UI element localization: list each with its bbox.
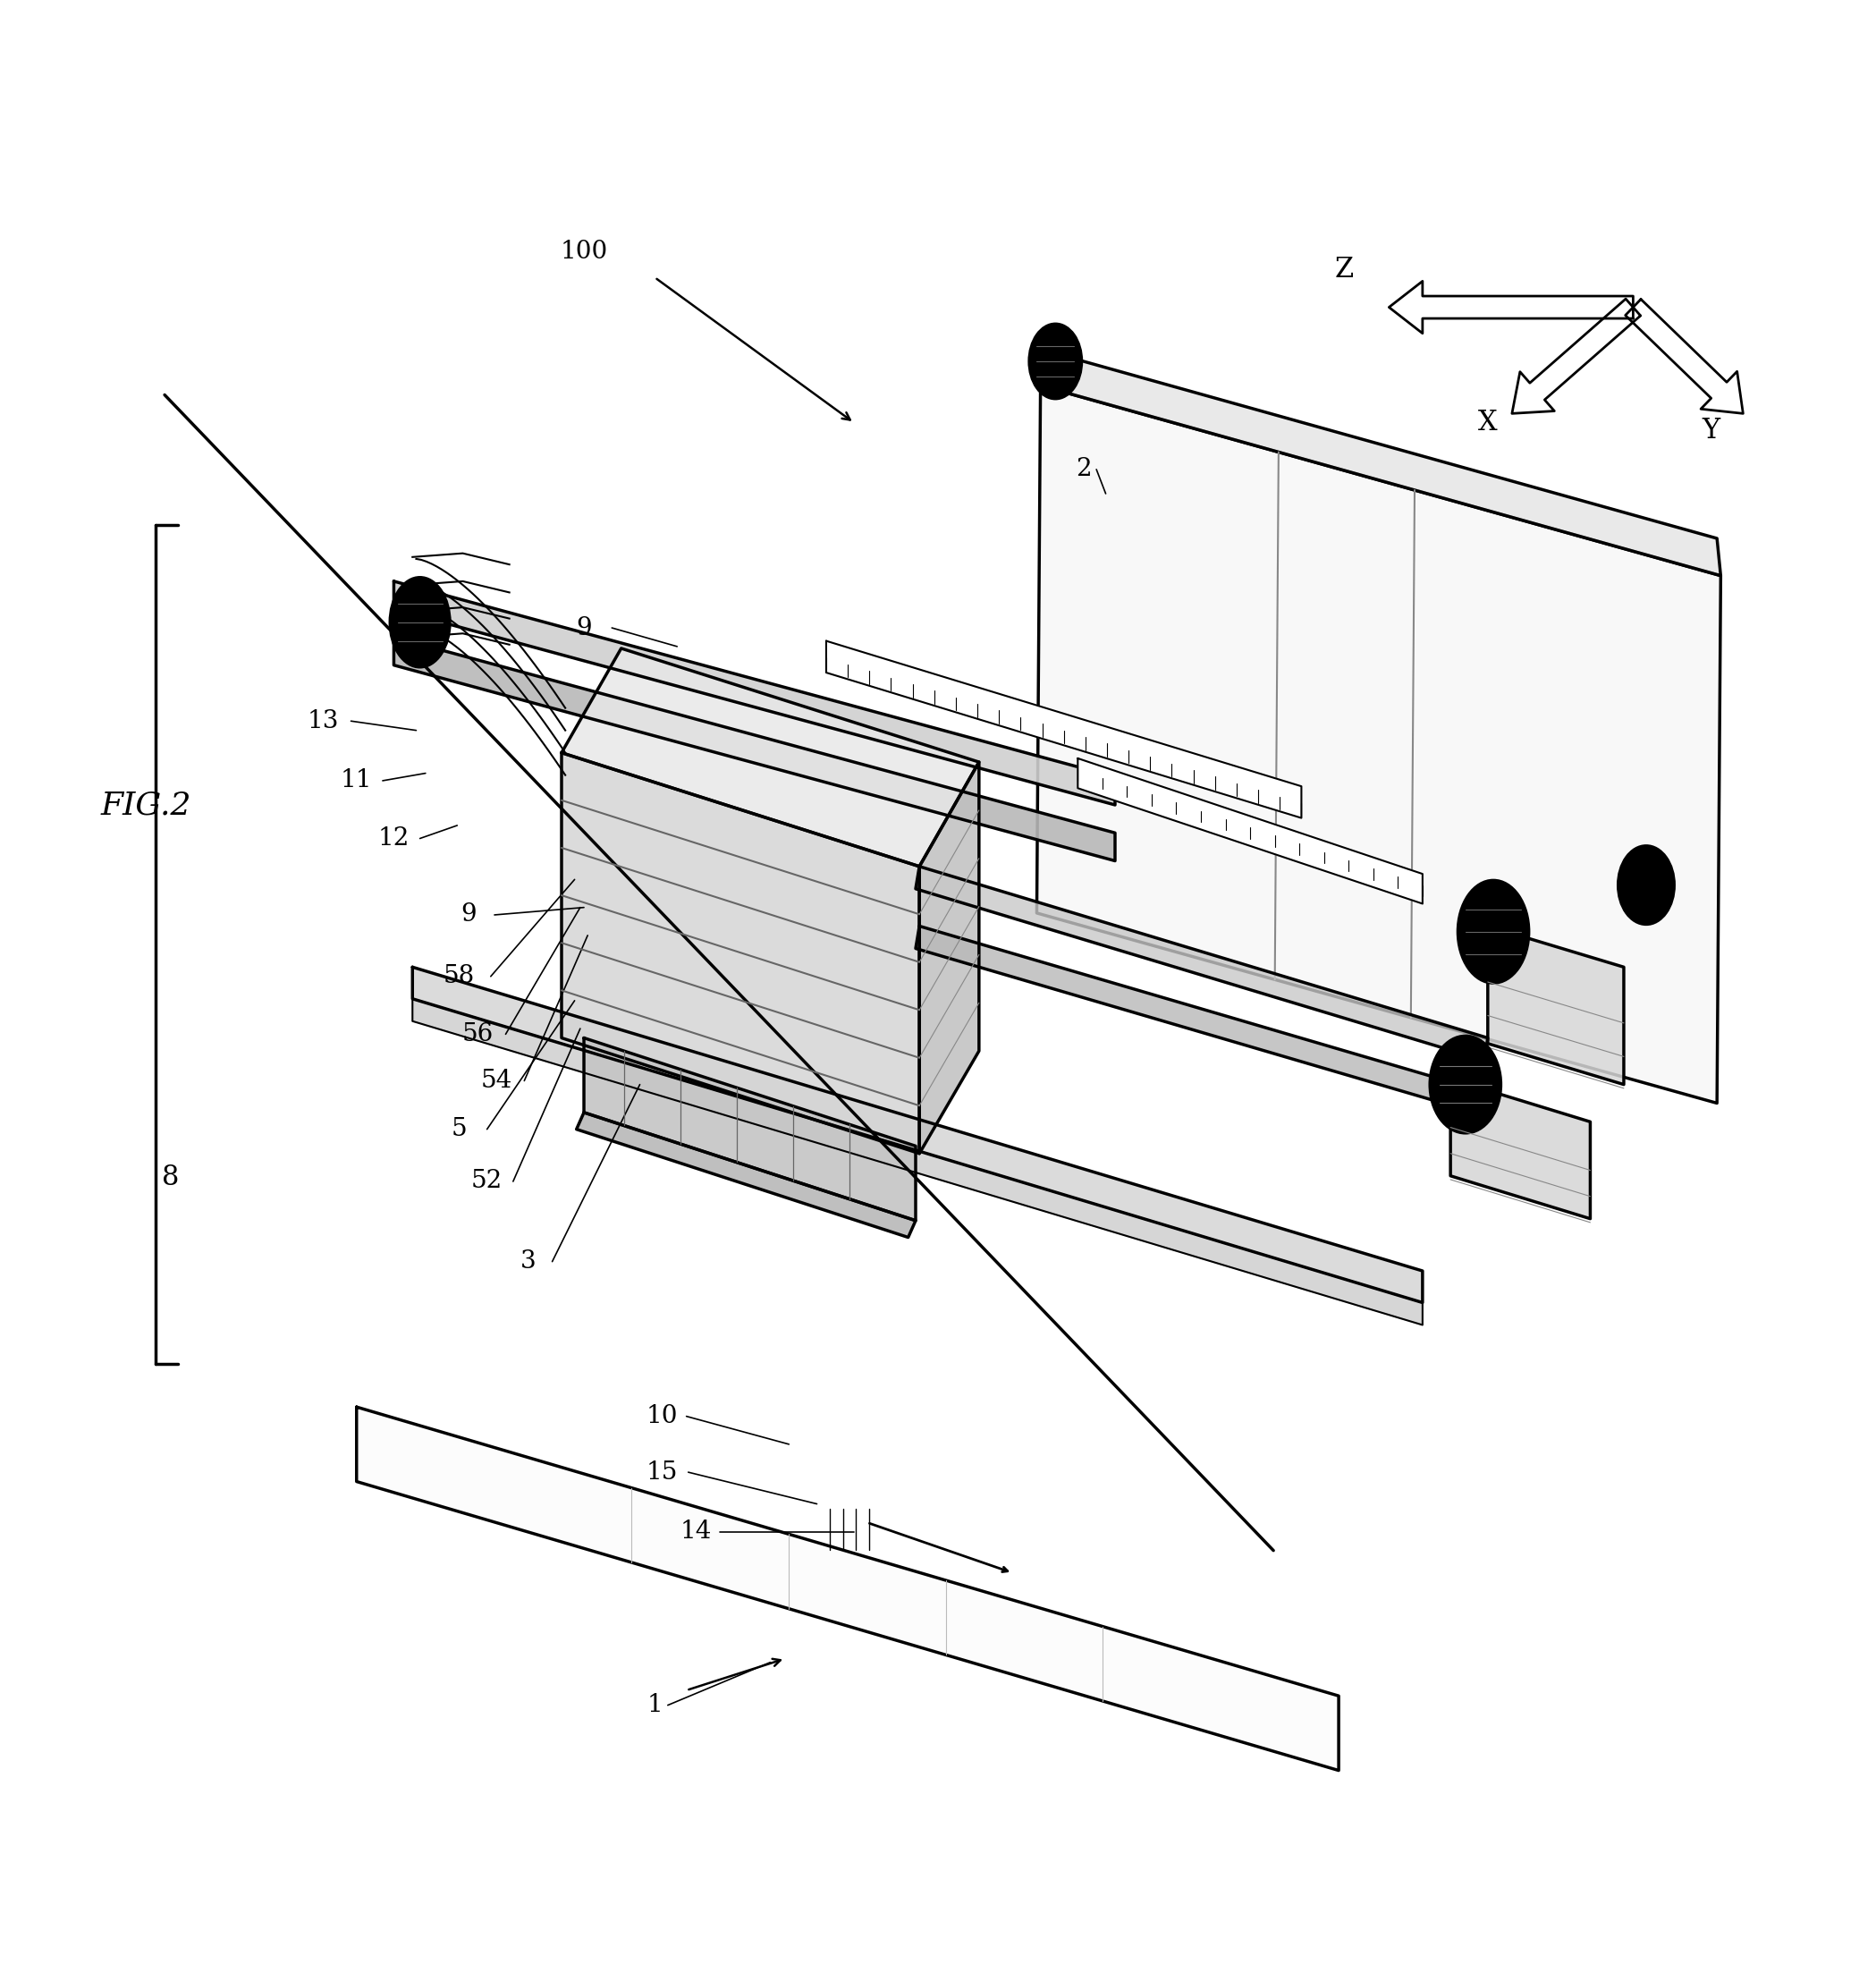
Ellipse shape xyxy=(1446,1059,1484,1110)
Polygon shape xyxy=(825,640,1302,817)
Text: 14: 14 xyxy=(679,1520,711,1544)
Ellipse shape xyxy=(1030,324,1081,399)
Polygon shape xyxy=(1625,299,1743,414)
Ellipse shape xyxy=(1475,903,1512,960)
Text: 9: 9 xyxy=(576,617,591,640)
Polygon shape xyxy=(583,1037,915,1220)
Polygon shape xyxy=(1079,758,1422,903)
Ellipse shape xyxy=(1458,880,1529,982)
Polygon shape xyxy=(915,927,1446,1104)
Text: 1: 1 xyxy=(647,1693,662,1717)
Ellipse shape xyxy=(1041,342,1069,381)
Polygon shape xyxy=(1037,348,1720,575)
Polygon shape xyxy=(1037,385,1720,1104)
Ellipse shape xyxy=(390,577,450,668)
Text: Y: Y xyxy=(1702,416,1720,444)
Polygon shape xyxy=(394,636,1114,860)
Text: 100: 100 xyxy=(561,240,608,263)
Text: 3: 3 xyxy=(520,1249,537,1275)
Text: 8: 8 xyxy=(161,1165,178,1192)
Polygon shape xyxy=(413,1000,1422,1326)
Polygon shape xyxy=(1512,299,1640,414)
Polygon shape xyxy=(576,1112,915,1237)
Ellipse shape xyxy=(1619,846,1673,925)
Polygon shape xyxy=(1488,927,1625,1084)
Polygon shape xyxy=(561,752,919,1153)
Text: 56: 56 xyxy=(461,1021,493,1047)
Text: 13: 13 xyxy=(308,709,340,733)
Text: 5: 5 xyxy=(452,1118,467,1141)
Ellipse shape xyxy=(1430,1037,1501,1133)
Text: 54: 54 xyxy=(480,1068,512,1092)
Ellipse shape xyxy=(1632,862,1660,907)
Text: Z: Z xyxy=(1334,255,1354,285)
Polygon shape xyxy=(919,762,979,1153)
Text: 11: 11 xyxy=(341,768,373,793)
Text: X: X xyxy=(1478,409,1497,436)
Text: 10: 10 xyxy=(647,1404,677,1428)
Text: 52: 52 xyxy=(471,1169,503,1194)
Polygon shape xyxy=(413,966,1422,1302)
Text: 15: 15 xyxy=(647,1459,677,1485)
Text: 2: 2 xyxy=(1075,458,1092,481)
Polygon shape xyxy=(356,1406,1339,1770)
Polygon shape xyxy=(394,581,1114,805)
Text: 9: 9 xyxy=(460,903,477,927)
Polygon shape xyxy=(1450,1078,1591,1220)
Ellipse shape xyxy=(403,597,437,648)
Text: 58: 58 xyxy=(443,964,475,988)
Polygon shape xyxy=(561,648,979,866)
Text: 12: 12 xyxy=(379,827,409,850)
Polygon shape xyxy=(915,866,1488,1061)
Text: FIG.2: FIG.2 xyxy=(101,790,191,821)
Polygon shape xyxy=(1388,281,1634,334)
